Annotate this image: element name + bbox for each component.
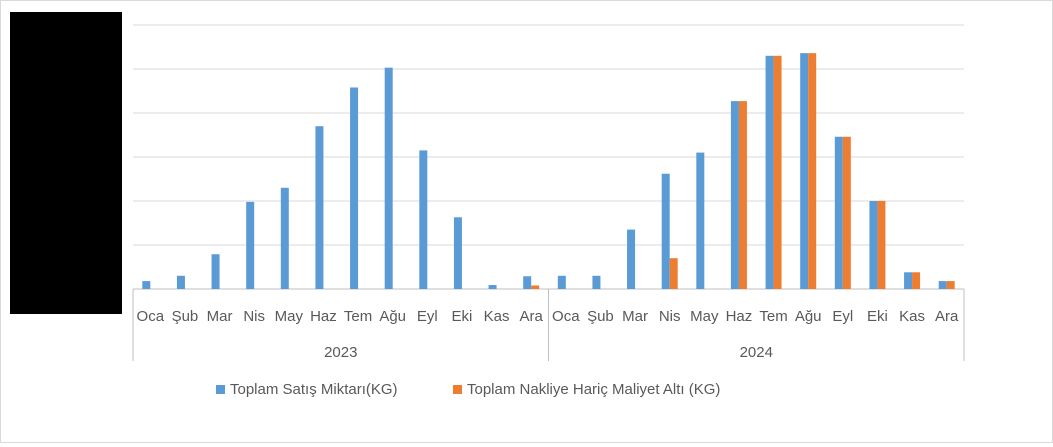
category-tick-label: Kas xyxy=(484,308,510,325)
bar-maliyet xyxy=(669,258,678,289)
bars xyxy=(142,53,955,290)
category-tick-label: Eki xyxy=(867,308,888,325)
category-tick-label: Kas xyxy=(899,308,925,325)
category-tick-label: May xyxy=(690,308,719,325)
bar-satis xyxy=(211,254,220,289)
year-group-label: 2023 xyxy=(324,344,357,361)
category-tick-label: Nis xyxy=(243,308,265,325)
bar-satis xyxy=(350,87,359,289)
bar-satis xyxy=(176,275,185,289)
category-tick-label: Ara xyxy=(520,308,544,325)
redacted-axis-block xyxy=(10,12,122,314)
bar-satis xyxy=(280,187,289,289)
bar-satis xyxy=(315,126,324,289)
category-tick-label: Tem xyxy=(344,308,372,325)
bar-satis xyxy=(523,276,532,289)
category-tick-label: Şub xyxy=(172,308,199,325)
bar-maliyet xyxy=(531,285,540,289)
bar-maliyet xyxy=(877,201,886,289)
category-axis: Oca Şub Mar Nis May Haz Tem Ağu Eyl Eki Kas Ara 2023… xyxy=(132,289,965,361)
bar-maliyet xyxy=(912,272,921,289)
category-tick-label: Mar xyxy=(207,308,233,325)
legend: Toplam Satış Miktarı(KG) Toplam Nakliye H… xyxy=(216,381,720,398)
bar-satis xyxy=(696,152,705,289)
bar-satis xyxy=(730,101,739,290)
bar-satis xyxy=(627,229,636,289)
bar-satis xyxy=(800,53,809,289)
category-tick-label: Oca xyxy=(137,308,165,325)
legend-swatch xyxy=(453,385,462,394)
bar-satis xyxy=(419,150,428,289)
category-tick-label: Nis xyxy=(659,308,681,325)
gridlines xyxy=(133,24,964,290)
bar-maliyet xyxy=(738,101,747,290)
bar-satis xyxy=(938,281,947,289)
category-tick-label: Ağu xyxy=(795,308,822,325)
bar-maliyet xyxy=(773,55,782,289)
bar-satis xyxy=(488,285,497,289)
bar-satis xyxy=(661,173,670,289)
category-tick-label: Ara xyxy=(935,308,959,325)
category-tick-label: Haz xyxy=(310,308,337,325)
bar-satis xyxy=(557,275,566,289)
bar-satis xyxy=(246,201,255,289)
category-tick-label: Eyl xyxy=(417,308,438,325)
category-tick-label: Şub xyxy=(587,308,614,325)
legend-label: Toplam Nakliye Hariç Maliyet Altı (KG) xyxy=(467,381,720,398)
category-tick-label: Eyl xyxy=(832,308,853,325)
bar-satis xyxy=(869,201,878,289)
category-tick-label: Oca xyxy=(552,308,580,325)
category-tick-label: May xyxy=(275,308,304,325)
bar-maliyet xyxy=(946,281,955,289)
category-tick-label: Haz xyxy=(726,308,753,325)
bar-satis xyxy=(453,217,462,289)
bar-maliyet xyxy=(808,53,817,289)
bar-satis xyxy=(834,136,843,289)
bar-satis xyxy=(384,67,393,290)
legend-swatch xyxy=(216,385,225,394)
category-tick-label: Ağu xyxy=(379,308,406,325)
legend-label: Toplam Satış Miktarı(KG) xyxy=(230,381,398,398)
bar-satis xyxy=(142,281,151,289)
category-tick-label: Tem xyxy=(759,308,787,325)
category-tick-label: Eki xyxy=(452,308,473,325)
bar-satis xyxy=(904,272,913,289)
bar-satis xyxy=(765,55,774,289)
category-tick-label: Mar xyxy=(622,308,648,325)
bar-maliyet xyxy=(842,136,851,289)
bar-satis xyxy=(592,275,601,289)
year-group-label: 2024 xyxy=(740,344,773,361)
